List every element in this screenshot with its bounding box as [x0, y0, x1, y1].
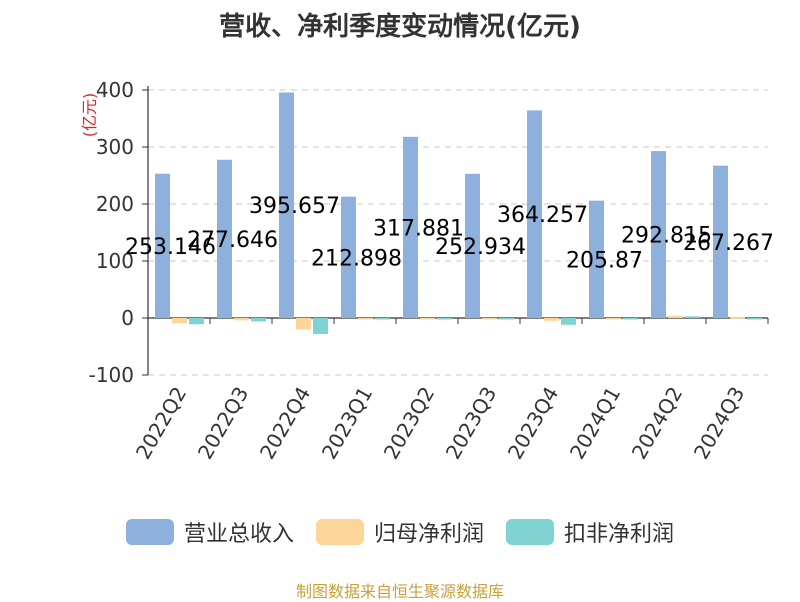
x-tick-label: 2023Q1 [317, 383, 377, 464]
legend-swatch [315, 519, 364, 545]
bar-2024Q1-series-0 [589, 200, 604, 318]
y-tick-label: 100 [96, 249, 134, 273]
bar-2024Q3-series-0 [713, 165, 728, 318]
x-tick-label: 2024Q1 [565, 383, 625, 464]
data-label: 364.257 [497, 203, 588, 228]
bar-2023Q4-series-0 [527, 110, 542, 319]
legend-label: 扣非净利润 [564, 522, 675, 547]
legend-item-1[interactable]: 归母净利润 [315, 516, 484, 548]
x-tick-label: 2023Q4 [503, 383, 563, 464]
data-label: 395.657 [249, 194, 340, 219]
chart-title: 营收、净利季度变动情况(亿元) [219, 12, 581, 42]
data-label: 317.881 [373, 216, 464, 241]
bar-2022Q4-series-1 [296, 318, 311, 330]
bar-2022Q4-series-2 [313, 318, 328, 334]
x-tick-label: 2023Q3 [441, 383, 501, 464]
bar-2023Q3-series-0 [465, 173, 480, 318]
gridlines [148, 89, 768, 376]
y-axis-label: (亿元) [80, 93, 99, 138]
bar-2022Q3-series-0 [217, 159, 232, 318]
bar-2022Q4-series-0 [279, 92, 294, 318]
bar-2024Q2-series-1 [668, 315, 683, 318]
legend-swatch [506, 519, 554, 545]
data-label: 253.146 [125, 235, 216, 260]
legend-item-2[interactable]: 扣非净利润 [506, 516, 674, 548]
bars [155, 92, 762, 334]
x-tick-label: 2023Q2 [379, 383, 439, 464]
bar-2022Q2-series-2 [189, 318, 204, 325]
bar-2023Q3-series-2 [499, 318, 514, 320]
bar-2024Q2-series-0 [651, 151, 666, 318]
bar-2023Q4-series-2 [561, 318, 576, 325]
legend-item-0[interactable]: 营业总收入 [125, 516, 294, 548]
bar-2023Q1-series-1 [358, 318, 373, 320]
y-tick-label: 300 [96, 135, 134, 159]
bar-2023Q2-series-1 [420, 318, 435, 320]
legend-label: 归母净利润 [373, 522, 484, 547]
bar-2022Q2-series-1 [172, 318, 187, 324]
bar-2022Q3-series-1 [234, 318, 249, 321]
bar-2024Q3-series-1 [730, 317, 745, 319]
y-tick-label: -100 [89, 363, 134, 387]
bar-2023Q3-series-1 [482, 318, 497, 320]
bar-2022Q2-series-0 [155, 173, 170, 318]
x-tick-label: 2022Q2 [131, 383, 191, 464]
bar-2023Q1-series-2 [375, 318, 390, 320]
data-label: 212.898 [311, 246, 402, 271]
bar-2024Q3-series-2 [747, 318, 762, 320]
bar-2024Q2-series-2 [685, 316, 700, 318]
data-label: 267.267 [683, 231, 774, 256]
y-tick-label: 0 [121, 306, 134, 330]
bar-2022Q3-series-2 [251, 318, 266, 322]
legend-label: 营业总收入 [183, 522, 294, 547]
bar-2024Q1-series-1 [606, 318, 621, 320]
data-label: 277.646 [187, 228, 278, 253]
source-note: 制图数据来自恒生聚源数据库 [295, 582, 504, 601]
legend: 营业总收入 归母净利润 扣非净利润 [0, 516, 800, 548]
bar-2023Q1-series-0 [341, 196, 356, 318]
data-label: 252.934 [435, 235, 526, 260]
data-label: 292.815 [621, 224, 712, 249]
y-tick-label: 200 [96, 192, 134, 216]
bar-2023Q2-series-2 [437, 318, 452, 320]
x-tick-label: 2024Q2 [627, 383, 687, 464]
bar-2023Q4-series-1 [544, 318, 559, 321]
bar-2024Q1-series-2 [623, 318, 638, 320]
legend-swatch [125, 519, 174, 545]
x-tick-label: 2022Q3 [193, 383, 253, 464]
data-label: 205.87 [566, 248, 643, 273]
y-tick-label: 400 [96, 78, 134, 102]
x-tick-label: 2022Q4 [255, 383, 315, 464]
bar-2023Q2-series-0 [403, 136, 418, 318]
x-tick-label: 2024Q3 [689, 383, 749, 464]
